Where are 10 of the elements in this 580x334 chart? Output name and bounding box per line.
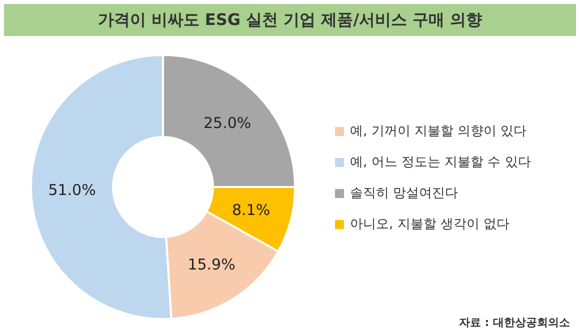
data-label: 25.0% (204, 114, 252, 132)
legend-label: 솔직히 망설여진다 (350, 185, 458, 202)
data-label: 51.0% (48, 181, 96, 200)
text: 자료 : 대한상공회의소 (458, 315, 570, 330)
data-label: 15.9% (188, 255, 236, 274)
chart-title: 가격이 비싸도 ESG 실천 기업 제품/서비스 구매 의향 (4, 4, 576, 36)
data-label: 8.1% (232, 201, 270, 220)
legend-label: 예, 어느 정도는 지불할 수 있다 (350, 154, 531, 171)
legend-label: 아니오, 지불할 생각이 없다 (350, 216, 510, 233)
legend-label: 예, 기꺼이 지불할 의향이 있다 (350, 123, 527, 140)
